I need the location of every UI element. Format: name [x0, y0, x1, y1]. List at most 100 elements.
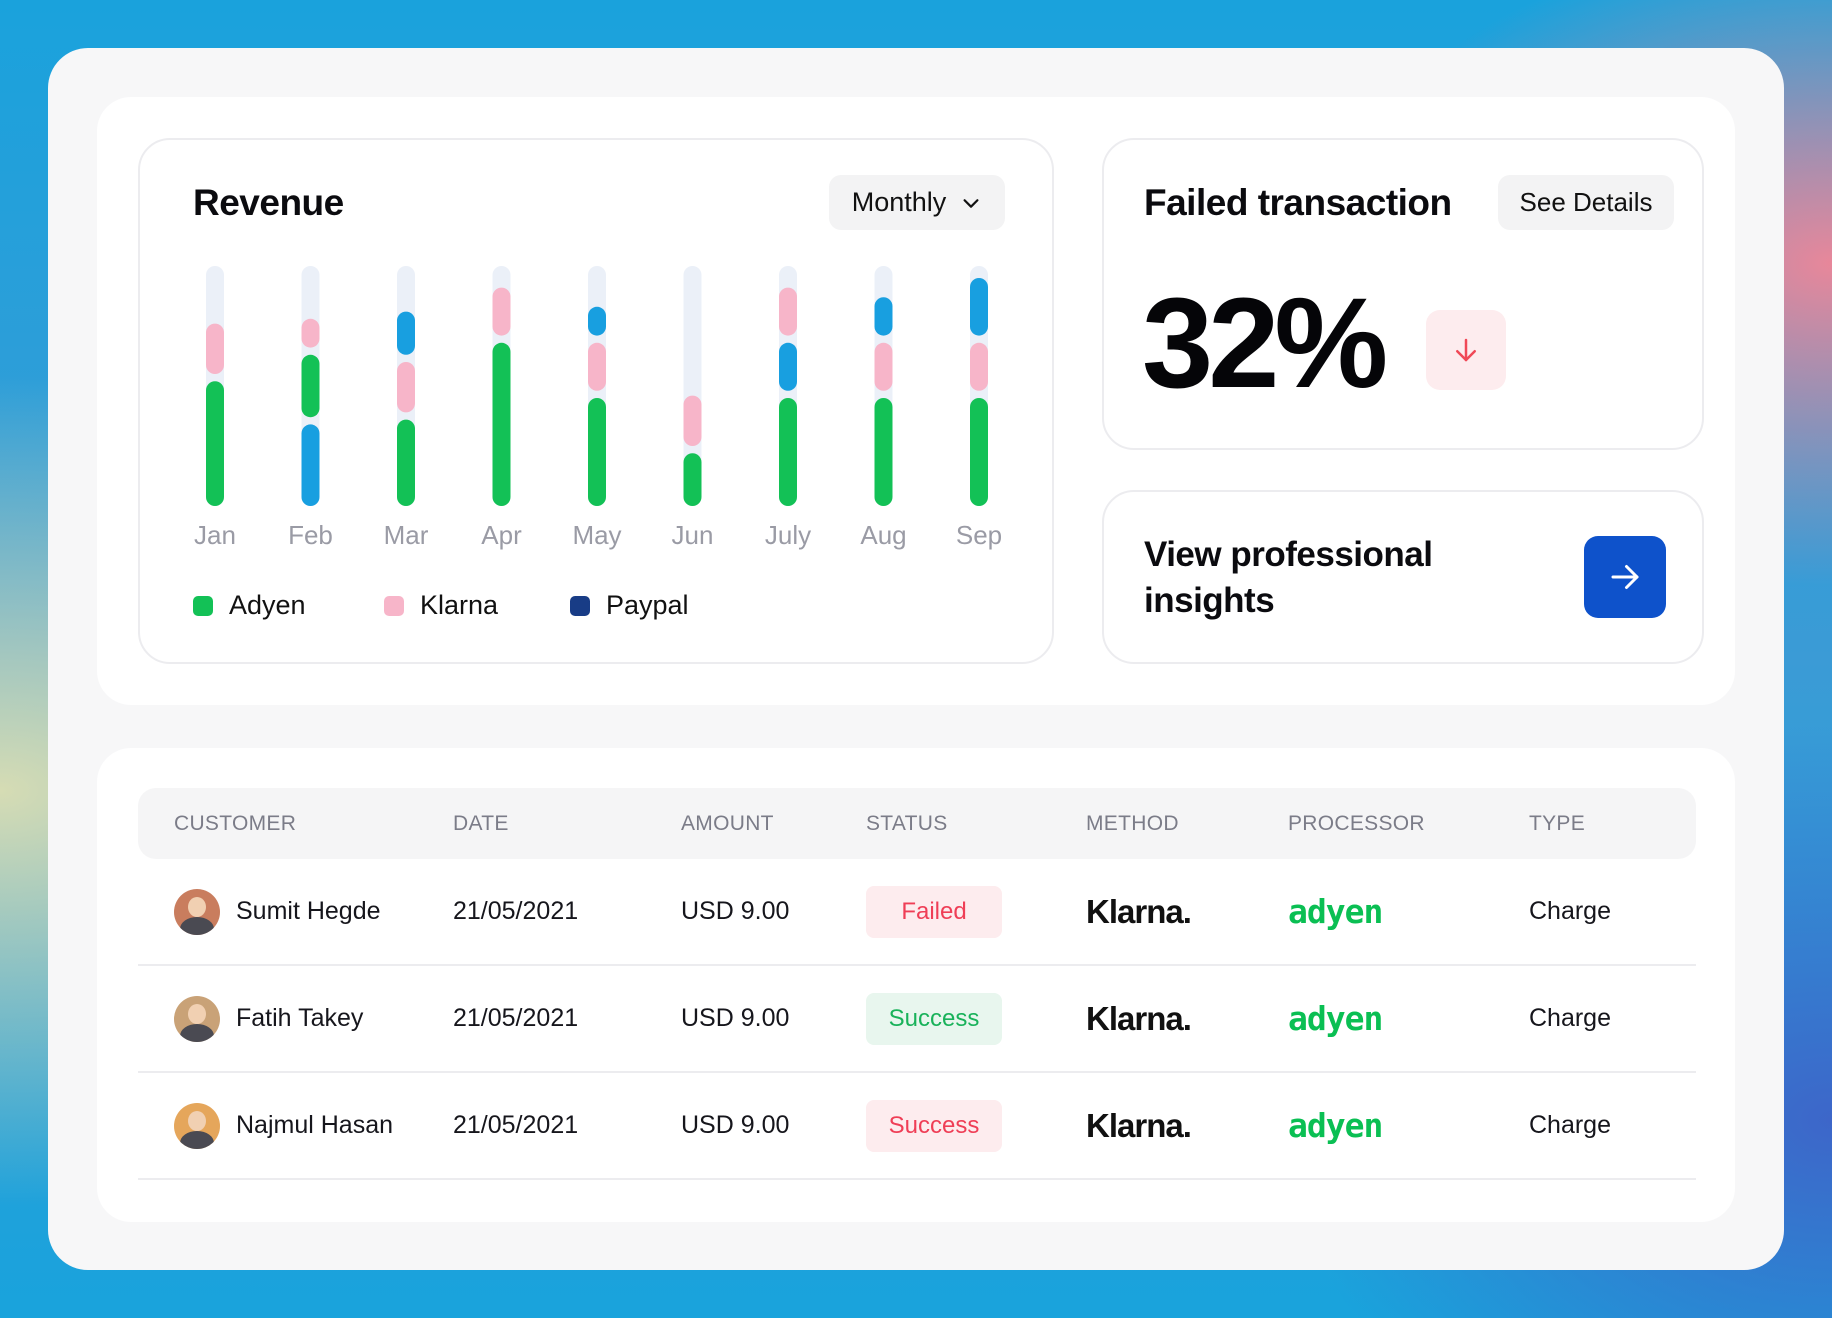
bar-mar [397, 266, 415, 506]
bar-segment-adyen [588, 398, 606, 506]
failed-percentage: 32% [1142, 272, 1388, 415]
period-dropdown[interactable]: Monthly [829, 175, 1005, 230]
bar-segment-adyen [874, 398, 893, 506]
x-tick-label: Sep [956, 520, 1002, 550]
avatar [174, 995, 220, 1042]
customer-cell: Najmul Hasan [174, 1073, 393, 1178]
bar-segment-klarna [397, 362, 415, 413]
bar-segment-adyen [206, 381, 224, 506]
arrow-down-icon [1456, 338, 1476, 362]
bar-segment-adyen [683, 453, 702, 506]
type-cell: Charge [1529, 897, 1611, 925]
customer-name: Fatih Takey [236, 1004, 364, 1032]
bar-july [779, 266, 797, 506]
adyen-logo: adyen [1288, 1106, 1383, 1145]
bar-segment-klarna [588, 342, 606, 391]
bar-segment-klarna [874, 342, 893, 391]
insights-title: View professional insights [1144, 535, 1433, 620]
x-tick-label: Feb [288, 520, 333, 550]
x-tick-label: Jun [672, 520, 714, 550]
col-amount: AMOUNT [681, 812, 774, 835]
period-dropdown-label: Monthly [851, 187, 947, 217]
date-cell: 21/05/2021 [453, 897, 579, 925]
col-status: STATUS [866, 812, 948, 835]
legend-label: Adyen [229, 590, 306, 620]
table-row[interactable]: Najmul Hasan 21/05/2021 USD 9.00 Success… [138, 1073, 1696, 1180]
bar-segment-klarna [779, 287, 797, 336]
status-cell: Success [866, 966, 1002, 1071]
bar-segment-paypal [588, 306, 606, 336]
legend-item-paypal: Paypal [570, 590, 689, 621]
bar-segment-paypal [397, 311, 415, 355]
type-cell: Charge [1529, 1111, 1611, 1139]
bar-feb [301, 266, 320, 506]
failed-transaction-title: Failed transaction [1144, 182, 1452, 223]
bar-segment-klarna [206, 323, 224, 374]
table-row[interactable]: Sumit Hegde 21/05/2021 USD 9.00 Failed K… [138, 859, 1696, 966]
status-cell: Failed [866, 859, 1002, 964]
insights-card[interactable]: View professional insights [1102, 490, 1704, 664]
date-cell: 21/05/2021 [453, 1111, 579, 1139]
amount-cell: USD 9.00 [681, 1111, 790, 1139]
bar-aug [874, 266, 893, 506]
status-badge: Success [866, 992, 1002, 1045]
customer-cell: Sumit Hegde [174, 859, 381, 964]
processor-cell: adyen [1288, 966, 1383, 1071]
bar-segment-paypal [301, 424, 320, 506]
revenue-chart: Jan Feb Mar Apr May Jun July Aug Sep [194, 266, 1002, 550]
bar-segment-adyen [779, 398, 797, 506]
method-cell: Klarna. [1086, 859, 1192, 964]
bar-segment-adyen [397, 419, 415, 506]
table-header: CUSTOMER DATE AMOUNT STATUS METHOD PROCE… [138, 788, 1696, 859]
status-badge: Success [866, 1099, 1002, 1152]
processor-cell: adyen [1288, 1073, 1383, 1178]
col-method: METHOD [1086, 812, 1179, 835]
status-badge: Failed [866, 885, 1002, 938]
bar-may [588, 266, 606, 506]
bar-jun [683, 266, 702, 506]
table-row[interactable]: Fatih Takey 21/05/2021 USD 9.00 Success … [138, 966, 1696, 1073]
see-details-button[interactable]: See Details [1498, 175, 1674, 230]
adyen-logo: adyen [1288, 999, 1383, 1038]
klarna-logo: Klarna. [1086, 999, 1192, 1037]
klarna-logo: Klarna. [1086, 1106, 1192, 1144]
failed-transaction-card: Failed transaction See Details 32% [1102, 138, 1704, 450]
bar-segment-paypal [874, 297, 893, 336]
insights-arrow-button[interactable] [1584, 536, 1666, 618]
legend-swatch [193, 595, 213, 616]
trend-badge [1426, 310, 1506, 390]
avatar [174, 1102, 220, 1149]
col-type: TYPE [1529, 812, 1586, 835]
x-tick-label: July [765, 520, 811, 550]
customer-cell: Fatih Takey [174, 966, 363, 1071]
processor-cell: adyen [1288, 859, 1383, 964]
bar-segment-klarna [683, 395, 702, 446]
bar-segment-paypal [970, 278, 988, 336]
legend-swatch [384, 595, 404, 616]
x-tick-label: Aug [860, 520, 906, 550]
bar-segment-adyen [301, 354, 320, 418]
bar-segment-paypal [779, 342, 797, 391]
chart-legend: Adyen Klarna Paypal [193, 590, 689, 621]
status-cell: Success [866, 1073, 1002, 1178]
bar-jan [206, 266, 224, 506]
bar-segment-klarna [970, 342, 988, 391]
method-cell: Klarna. [1086, 966, 1192, 1071]
legend-item-klarna: Klarna [384, 590, 570, 621]
klarna-logo: Klarna. [1086, 892, 1192, 930]
top-panel: Jan Feb Mar Apr May Jun July Aug Sep Revenue Mon… [97, 97, 1735, 705]
col-processor: PROCESSOR [1288, 812, 1425, 835]
method-cell: Klarna. [1086, 1073, 1192, 1178]
bar-sep [970, 266, 988, 506]
col-customer: CUSTOMER [174, 812, 297, 835]
chevron-down-icon [963, 198, 979, 208]
legend-label: Paypal [606, 590, 689, 620]
revenue-title: Revenue [193, 182, 344, 223]
bar-track [683, 266, 702, 506]
legend-swatch [570, 595, 590, 616]
x-tick-label: Jan [194, 520, 236, 550]
arrow-right-icon [1611, 565, 1639, 589]
revenue-card: Jan Feb Mar Apr May Jun July Aug Sep Revenue Mon… [138, 138, 1054, 664]
transactions-panel: CUSTOMER DATE AMOUNT STATUS METHOD PROCE… [97, 748, 1735, 1222]
x-tick-label: Apr [481, 520, 522, 550]
